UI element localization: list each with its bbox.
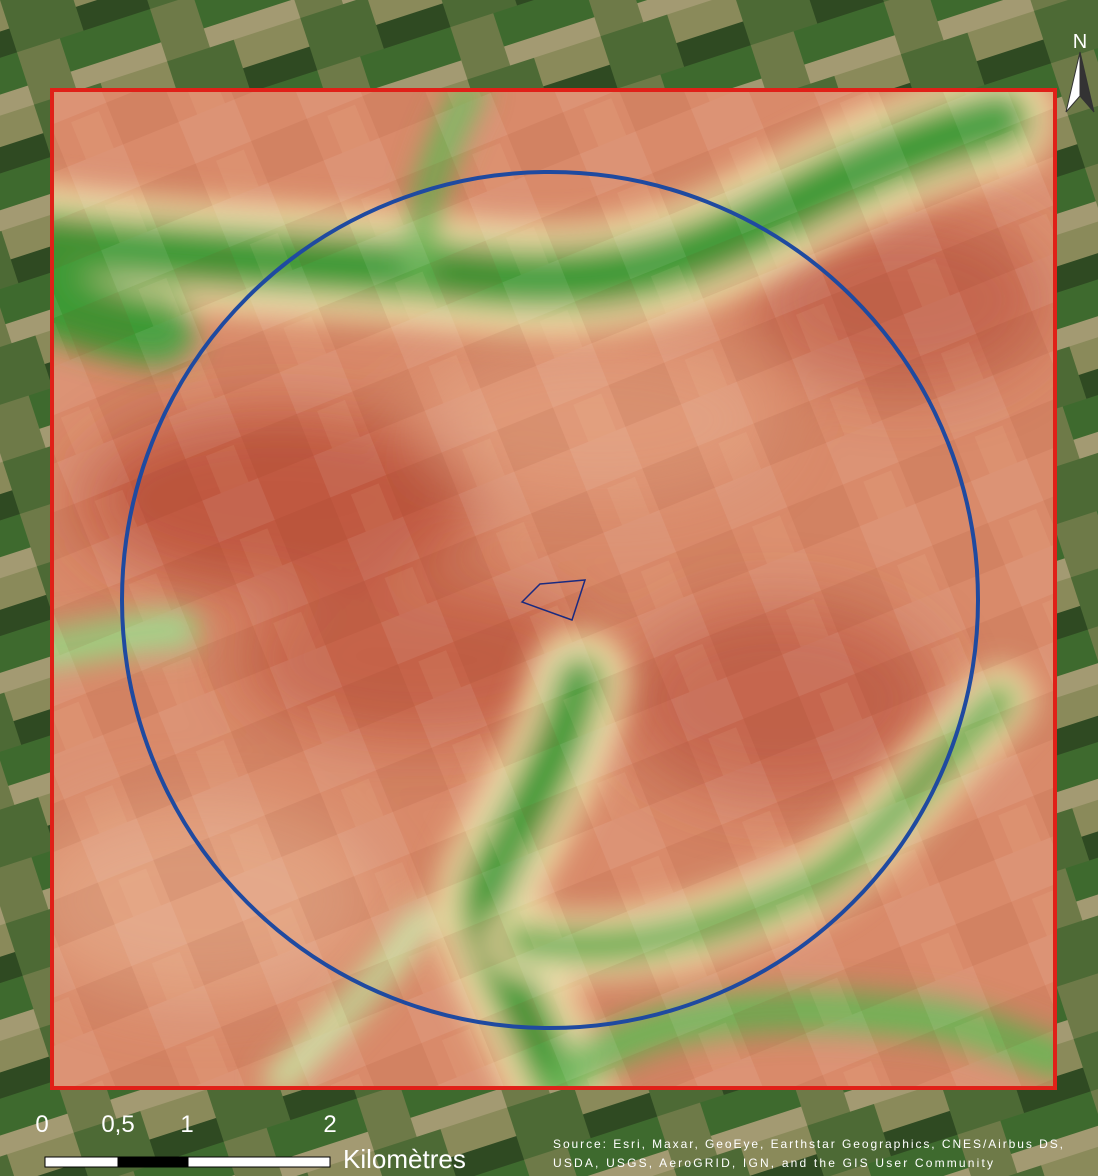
scale-bar: 0 0,5 1 2 Kilomètres [35, 1111, 466, 1174]
attribution-line: USDA, USGS, AeroGRID, IGN, and the GIS U… [553, 1156, 993, 1170]
north-arrow: N [1065, 31, 1095, 113]
scale-label: 2 [323, 1111, 336, 1138]
north-label: N [1073, 31, 1087, 53]
site-parcel [520, 579, 587, 621]
scale-label: 0,5 [101, 1111, 134, 1138]
scale-label: 0 [35, 1111, 48, 1138]
scale-unit: Kilomètres [343, 1144, 466, 1174]
elevation-raster [52, 90, 1055, 1088]
buffer-circle [120, 170, 980, 1030]
scale-label: 1 [180, 1111, 193, 1138]
study-area-boundary [50, 88, 1057, 1090]
